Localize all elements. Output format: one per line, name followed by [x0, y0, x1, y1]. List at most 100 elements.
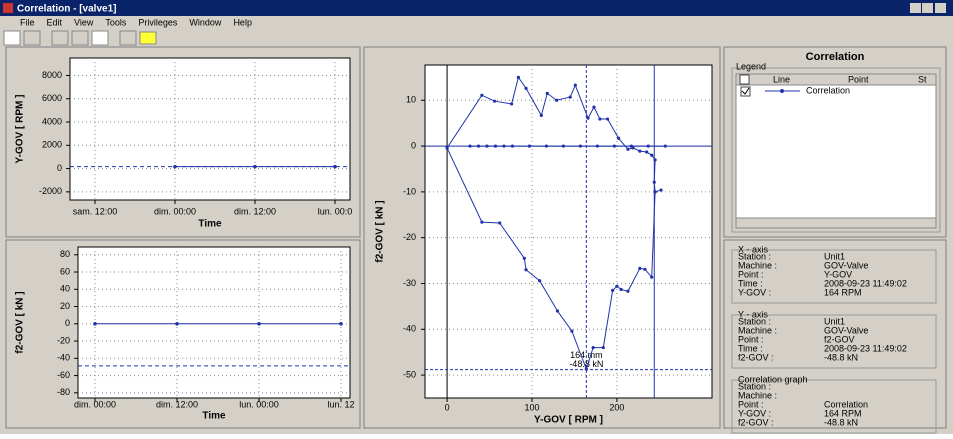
column-header: St: [918, 74, 927, 84]
info-label: Point :: [738, 334, 764, 344]
info-value: -48.8 kN: [824, 352, 858, 362]
data-point: [538, 279, 542, 283]
check: [741, 87, 750, 95]
data-point: [480, 93, 484, 97]
tool-button[interactable]: [119, 30, 137, 46]
data-point: [638, 149, 642, 153]
data-point: [626, 147, 630, 151]
info-label: Station :: [738, 381, 771, 391]
column-header: Line: [773, 74, 790, 84]
data-point: [555, 309, 560, 313]
data-point: [586, 116, 590, 120]
minimize[interactable]: [910, 3, 921, 13]
group-title: X - axis: [738, 244, 769, 254]
info-label: Time :: [738, 343, 763, 353]
tool-button[interactable]: [91, 30, 109, 46]
scrollbar[interactable]: [735, 217, 937, 229]
group-title: Y - axis: [738, 309, 768, 319]
y-tick-label: -40: [57, 353, 70, 363]
data-point: [616, 136, 621, 140]
data-point: [257, 321, 261, 326]
menu-item[interactable]: View: [74, 17, 94, 27]
y-tick-label: 80: [60, 249, 70, 259]
y-tick-label: -30: [403, 278, 416, 288]
data-point: [619, 287, 623, 292]
tool-button[interactable]: [51, 30, 69, 46]
y-tick-label: -80: [57, 387, 70, 397]
data-point: [568, 95, 572, 99]
menu-item[interactable]: Window: [189, 17, 222, 27]
y-tick-label: 0: [57, 163, 62, 173]
data-point: [516, 75, 521, 79]
legend-point: [780, 89, 784, 93]
tool-button[interactable]: [139, 31, 157, 45]
data-point: [502, 144, 506, 148]
info-label: Y-GOV :: [738, 287, 771, 297]
data-point: [653, 158, 657, 162]
data-point: [592, 105, 596, 109]
data-point: [605, 117, 610, 121]
data-point: [653, 190, 657, 194]
window-buttons[interactable]: [910, 3, 946, 13]
group-box: [731, 379, 937, 434]
info-label: Point :: [738, 399, 764, 409]
data-point: [93, 321, 97, 326]
tool-button[interactable]: [3, 30, 21, 46]
x-tick-label: dim. 12:00: [156, 399, 198, 409]
info-label: f2-GOV :: [738, 417, 774, 427]
menu-bar: File Edit View Tools Privileges Window Help: [20, 17, 252, 27]
data-point: [524, 268, 528, 272]
tool-button[interactable]: [23, 30, 41, 46]
x-axis-label: Time: [202, 411, 226, 422]
menu-item[interactable]: Privileges: [138, 17, 178, 27]
info-value: GOV-Valve: [824, 325, 868, 335]
data-point: [493, 144, 498, 148]
window-title: Correlation - [valve1]: [17, 4, 116, 15]
y-tick-label: 4000: [42, 116, 62, 126]
data-point: [485, 144, 489, 148]
y-tick-label: -2000: [39, 186, 62, 196]
info-value: 2008-09-23 11:49:02: [824, 278, 907, 288]
data-point: [643, 267, 647, 271]
x-tick-label: lun. 12: [327, 399, 354, 409]
data-point: [663, 144, 667, 148]
data-point: [598, 117, 602, 121]
x-tick-label: lun. 00:0: [318, 206, 353, 216]
info-value: 164 RPM: [824, 408, 862, 418]
info-label: Station :: [738, 251, 771, 261]
tool-button[interactable]: [71, 30, 89, 46]
x-tick-label: 200: [609, 402, 624, 412]
info-panel: [723, 239, 947, 429]
y-tick-label: 60: [60, 266, 70, 276]
menu-item[interactable]: Tools: [105, 17, 127, 27]
data-point: [611, 288, 615, 292]
data-point: [510, 102, 514, 106]
x-tick-label: 100: [524, 402, 539, 412]
y-tick-label: -60: [57, 370, 70, 380]
y-tick-label: 6000: [42, 93, 62, 103]
data-point: [578, 144, 582, 148]
menu-item[interactable]: Edit: [47, 17, 63, 27]
close[interactable]: [935, 3, 946, 13]
data-point: [480, 220, 484, 224]
checkbox[interactable]: [740, 86, 751, 97]
data-point: [615, 284, 619, 288]
maximize[interactable]: [922, 3, 933, 13]
legend-header: [735, 73, 937, 86]
data-point: [638, 266, 642, 270]
menu-item[interactable]: File: [20, 17, 35, 27]
column-header: Point: [848, 74, 869, 84]
info-label: Machine :: [738, 390, 777, 400]
plot-area: [424, 64, 713, 399]
data-point: [573, 83, 577, 87]
menu-item[interactable]: Help: [233, 17, 252, 27]
group-box: [731, 249, 937, 304]
data-point: [591, 346, 595, 350]
data-point: [650, 153, 654, 157]
checkbox[interactable]: [739, 74, 750, 85]
x-axis-label: Y-GOV [ RPM ]: [534, 415, 603, 426]
x-tick-label: sam. 12:00: [73, 206, 118, 216]
app-icon: [3, 3, 13, 13]
y-axis-label: Y-GOV [ RPM ]: [15, 95, 26, 164]
